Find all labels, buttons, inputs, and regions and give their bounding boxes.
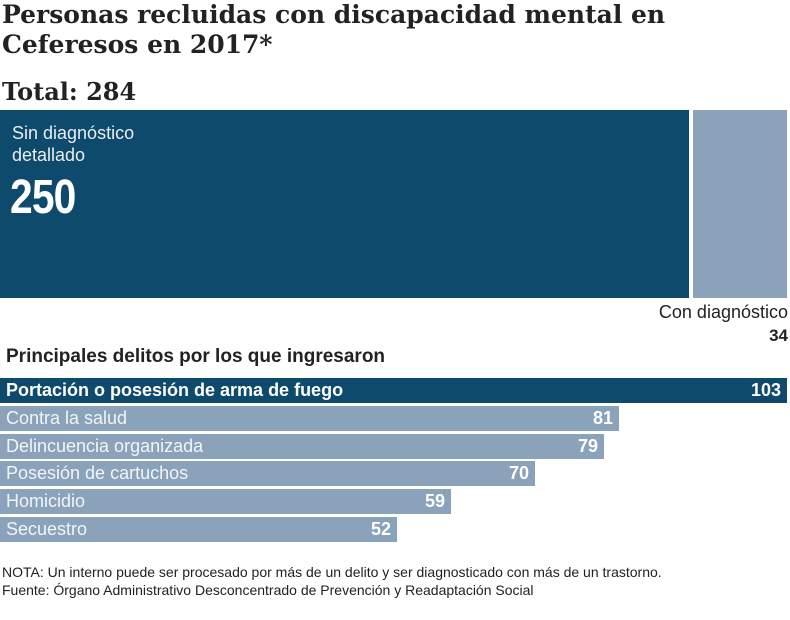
total-label: Total: 284 [2, 77, 137, 106]
bar-value: 59 [424, 491, 445, 512]
segment-sin-diagnostico: Sin diagnóstico detallado 250 [0, 110, 689, 298]
segment-label: Con diagnóstico [658, 302, 788, 322]
segment-con-diagnostico [693, 110, 787, 298]
bar-label: Posesión de cartuchos [6, 463, 189, 484]
bar-value: 52 [370, 519, 391, 539]
bar-label: Secuestro [6, 519, 88, 539]
segment-label: Sin diagnóstico detallado [12, 123, 135, 165]
bar: Contra la salud 81 [0, 405, 619, 431]
bar: Delincuencia organizada 79 [0, 433, 604, 459]
bar-label: Contra la salud [6, 407, 128, 428]
bar-value: 79 [577, 435, 598, 456]
bar: Secuestro 52 [0, 517, 397, 542]
bar: Posesión de cartuchos 70 [0, 461, 535, 487]
chart-title: Personas recluidas con discapacidad ment… [2, 0, 666, 59]
bar-value: 103 [750, 380, 781, 400]
bar-label: Portación o posesión de arma de fuego [6, 380, 344, 400]
source-text: Fuente: Órgano Administrativo Desconcent… [2, 582, 534, 598]
bar-value: 70 [508, 463, 529, 484]
bar-label: Homicidio [6, 491, 86, 512]
segment-value: 34 [769, 326, 788, 345]
notes: NOTA: Un interno puede ser procesado por… [2, 563, 722, 599]
bar-value: 81 [592, 407, 613, 428]
segment-value: 250 [10, 171, 76, 224]
bar-label: Delincuencia organizada [6, 435, 204, 456]
bar: Portación o posesión de arma de fuego 103 [0, 378, 787, 403]
bar: Homicidio 59 [0, 489, 451, 515]
note-text: NOTA: Un interno puede ser procesado por… [2, 564, 662, 580]
bars-title: Principales delitos por los que ingresar… [6, 346, 386, 367]
